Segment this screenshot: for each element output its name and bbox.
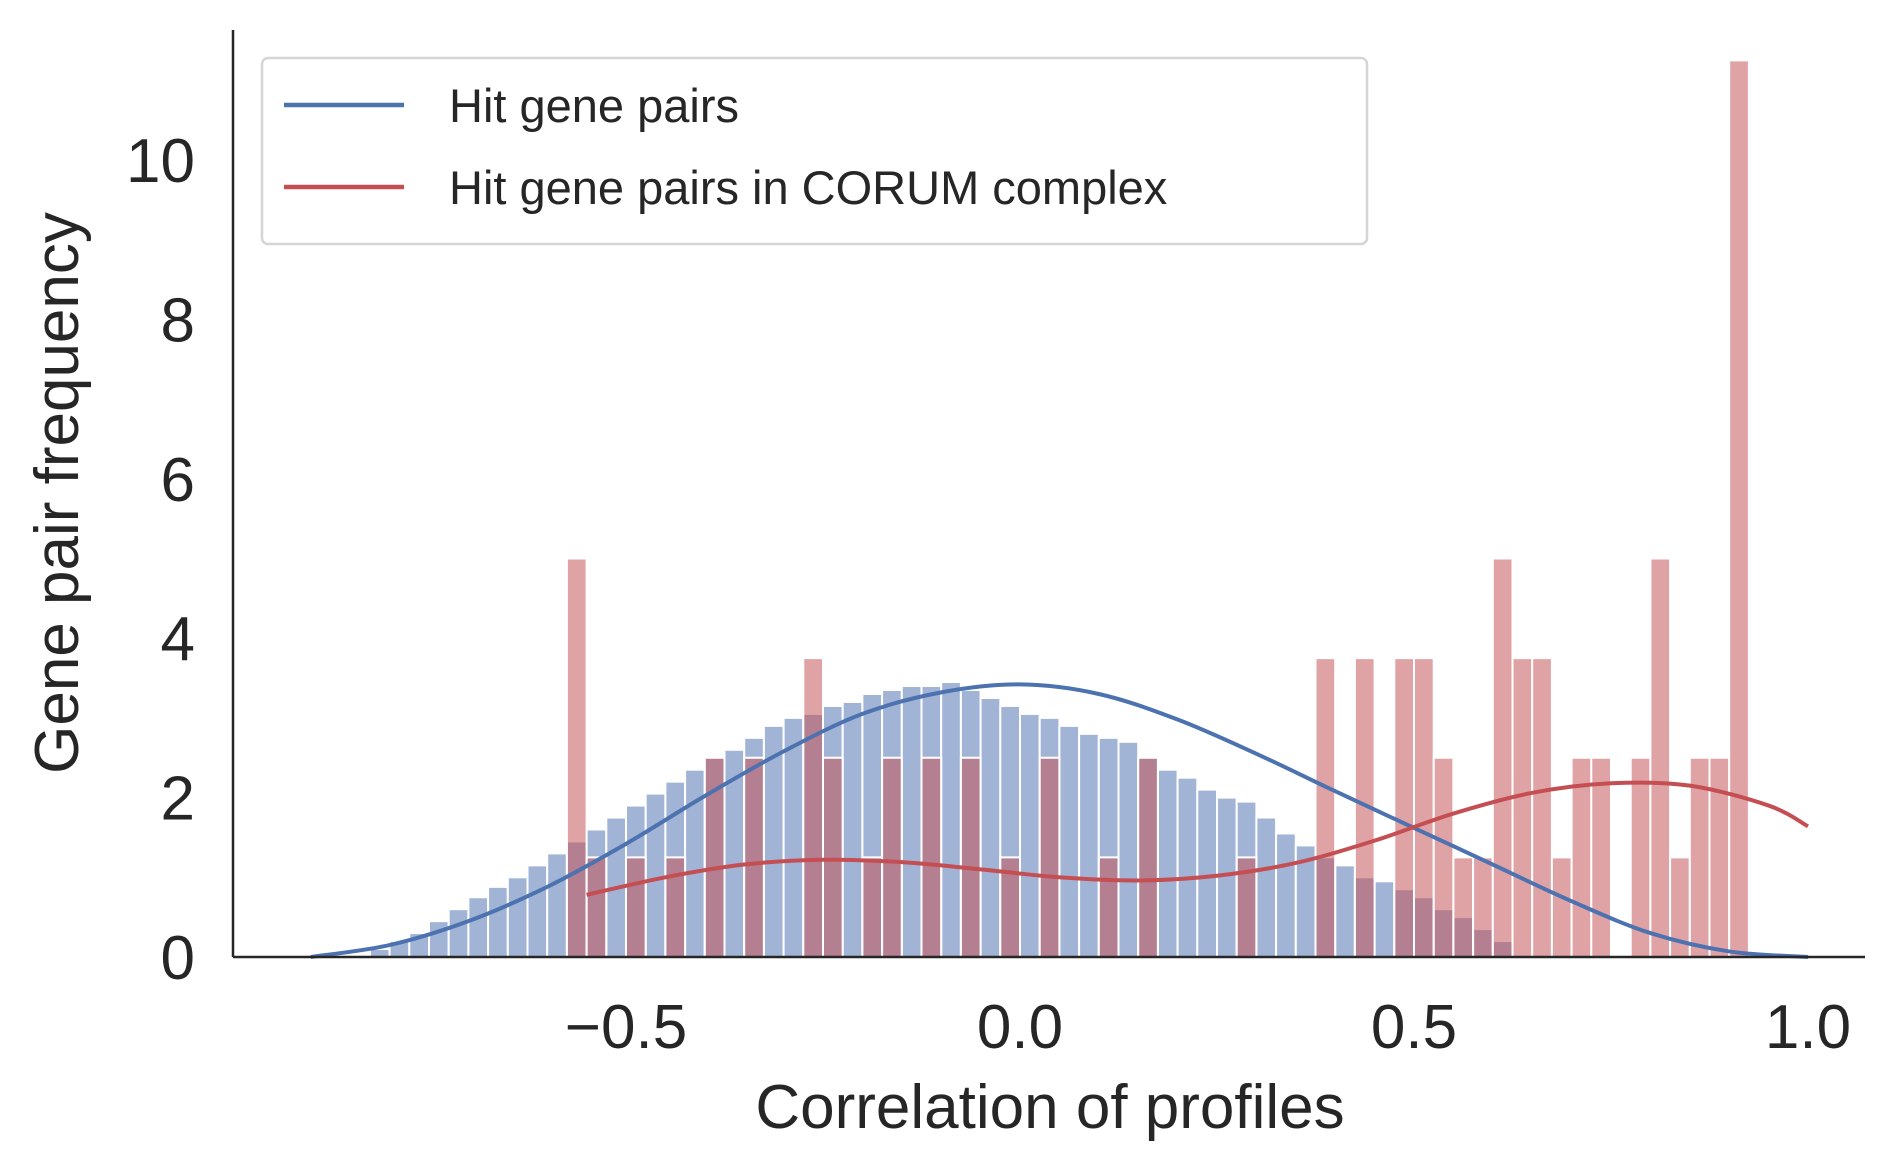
histogram-hit-gene-pairs-corum [565, 59, 1750, 959]
hit-gene-pairs-bar [940, 681, 962, 959]
hit-gene-pairs-bar [1058, 724, 1081, 958]
x-tick-label: 0.0 [977, 993, 1063, 1062]
y-axis-ticks: 0 2 4 6 8 10 [126, 127, 195, 993]
hit-gene-pairs-bar [1255, 816, 1278, 959]
hit-gene-pairs-bar [900, 685, 923, 959]
corum-bar [1590, 756, 1613, 958]
y-tick-label: 8 [161, 286, 195, 355]
hit-gene-pairs-bar [1275, 832, 1297, 958]
hit-gene-pairs-bar [644, 792, 667, 958]
legend: Hit gene pairs Hit gene pairs in CORUM c… [260, 56, 1369, 246]
corum-bar [1038, 756, 1061, 958]
hit-gene-pairs-bar [979, 696, 1002, 958]
hit-gene-pairs-bar [841, 700, 864, 959]
corum-bar [1413, 657, 1435, 959]
y-tick-label: 6 [161, 446, 195, 515]
hit-gene-pairs-bar [1019, 712, 1041, 958]
corum-bar [1550, 856, 1573, 959]
hit-gene-pairs-bar [546, 852, 568, 959]
corum-bar [959, 756, 982, 958]
hit-gene-pairs-bar [526, 864, 549, 958]
hit-gene-pairs-bar [782, 716, 805, 959]
legend-frame [260, 56, 1369, 246]
corum-bar [1393, 657, 1416, 959]
hit-gene-pairs-bar [447, 908, 470, 958]
corum-bar [802, 657, 824, 959]
hit-gene-pairs-bar [1156, 768, 1179, 959]
corum-bar [1708, 756, 1731, 958]
x-tick-label: 1.0 [1765, 993, 1851, 1062]
corum-bar [1649, 557, 1672, 958]
hit-gene-pairs-bar [1078, 732, 1100, 959]
hit-gene-pairs-bar [1176, 776, 1199, 958]
corum-bar [822, 756, 844, 958]
corum-bar [920, 756, 943, 958]
corum-bar [625, 856, 647, 959]
corum-bar [1097, 856, 1120, 959]
y-tick-label: 2 [161, 765, 195, 834]
hit-gene-pairs-bar [1196, 788, 1219, 958]
x-tick-label: −0.5 [565, 993, 687, 1062]
corum-bar [881, 756, 903, 958]
hit-gene-pairs-bar [487, 885, 509, 958]
hit-gene-pairs-bar [467, 896, 490, 958]
hit-gene-pairs-bar [506, 876, 529, 958]
corum-bar [1314, 657, 1337, 959]
legend-label-hit-gene-pairs: Hit gene pairs [449, 79, 739, 132]
y-tick-label: 10 [126, 127, 195, 196]
corum-bar [743, 756, 765, 958]
corum-bar [1531, 657, 1553, 959]
corum-bar [1432, 756, 1455, 958]
hit-gene-pairs-bar [1117, 740, 1140, 958]
x-axis-ticks: −0.5 0.0 0.5 1.0 [565, 993, 1851, 1062]
kde-line-hit-gene-pairs-corum [586, 780, 1809, 897]
y-axis-title: Gene pair frequency [23, 212, 92, 774]
y-tick-label: 0 [161, 924, 195, 993]
corum-bar [585, 856, 608, 959]
corum-bar [1728, 59, 1750, 959]
hit-gene-pairs-bar [428, 920, 450, 959]
corum-bar [1137, 756, 1159, 958]
kde-line-hit-gene-pairs [310, 682, 1809, 959]
y-tick-label: 4 [161, 605, 195, 674]
x-axis-title: Correlation of profiles [755, 1073, 1344, 1142]
hit-gene-pairs-bar [1334, 864, 1356, 958]
corum-bar [565, 557, 588, 958]
legend-label-hit-gene-pairs-corum: Hit gene pairs in CORUM complex [449, 161, 1167, 214]
corum-bar [1491, 557, 1514, 958]
corum-bar [861, 856, 884, 959]
corum-bar [1472, 856, 1494, 959]
corum-bar [1511, 657, 1534, 959]
x-tick-label: 0.5 [1371, 993, 1457, 1062]
hit-gene-pairs-bar [1373, 880, 1396, 959]
corum-bar [1452, 856, 1475, 959]
